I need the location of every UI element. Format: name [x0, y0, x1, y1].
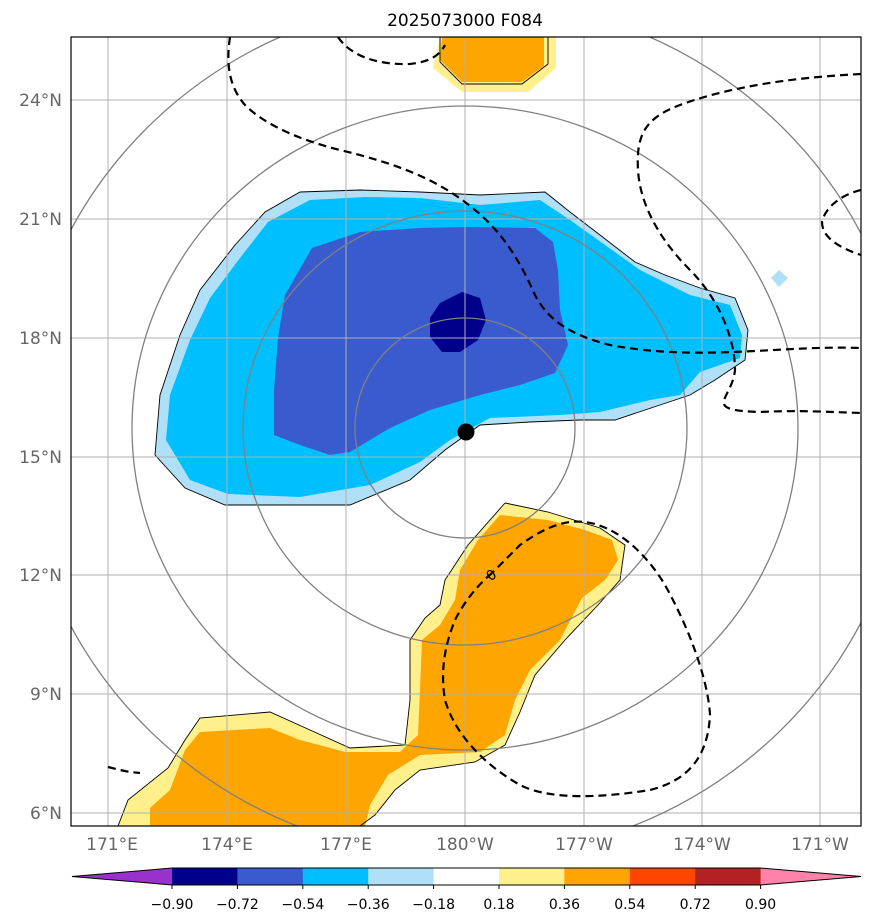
colorbar-tick-label: 0.18	[483, 897, 514, 913]
lat-label: 12°N	[19, 566, 62, 586]
colorbar-segment	[629, 868, 696, 885]
lat-label: 9°N	[30, 685, 62, 705]
fill-neg-072	[430, 292, 486, 352]
lon-label: 171°W	[791, 835, 849, 855]
colorbar-tick-label: −0.54	[281, 897, 324, 913]
colorbar-segment	[172, 868, 238, 885]
lon-label: 174°W	[673, 835, 731, 855]
colorbar-tick-label: −0.72	[216, 897, 259, 913]
lon-label: 180°W	[436, 835, 494, 855]
outline-pos-top	[439, 37, 549, 85]
gridlines	[71, 37, 861, 826]
colorbar-extend-left	[72, 868, 172, 885]
colorbar-tick-label: −0.90	[151, 897, 194, 913]
longitude-labels: 171°E 174°E 177°E 180°W 177°W 174°W 171°…	[86, 835, 849, 855]
latitude-labels: 24°N 21°N 18°N 15°N 12°N 9°N 6°N	[19, 91, 62, 824]
figure-title: 2025073000 F084	[387, 11, 543, 31]
center-marker	[457, 423, 475, 441]
plot-area: 0	[71, 37, 861, 826]
lon-label: 171°E	[86, 835, 138, 855]
outline-neg	[154, 189, 749, 506]
dashed-contours	[107, 37, 861, 798]
colorbar-tick-label: 0.54	[614, 897, 645, 913]
lat-label: 24°N	[19, 91, 62, 111]
colorbar-segment	[368, 868, 435, 885]
fill-neg-small	[771, 270, 788, 287]
colorbar-tick-label: −0.18	[412, 897, 455, 913]
fill-pos-036-top	[440, 37, 544, 82]
colorbar-segment	[433, 868, 500, 885]
colorbar-tick-label: −0.36	[347, 897, 390, 913]
outline-pos-south	[117, 502, 626, 826]
lon-label: 177°E	[320, 835, 372, 855]
colorbar-tick-label: 0.90	[745, 897, 776, 913]
colorbar-extend-right	[760, 868, 861, 885]
colorbar-segment	[564, 868, 631, 885]
lat-label: 15°N	[19, 448, 62, 468]
range-rings	[71, 37, 861, 826]
colorbar-tick-label: 0.36	[549, 897, 580, 913]
colorbar-segment	[499, 868, 565, 885]
map-frame	[70, 36, 862, 827]
colorbar-segment	[237, 868, 304, 885]
fill-pos-036-south	[150, 515, 618, 826]
colorbar-tick-label: 0.72	[680, 897, 711, 913]
fill-neg-054	[274, 227, 568, 455]
colorbar-segment	[695, 868, 762, 885]
colorbar: −0.90 −0.72 −0.54 −0.36 −0.18 0.18 0.36 0.54 0.7…	[71, 867, 862, 913]
lat-label: 21°N	[19, 210, 62, 230]
lat-label: 6°N	[30, 804, 62, 824]
colorbar-segment	[302, 868, 369, 885]
lon-label: 177°W	[555, 835, 613, 855]
lon-label: 174°E	[201, 835, 253, 855]
lat-label: 18°N	[19, 329, 62, 349]
